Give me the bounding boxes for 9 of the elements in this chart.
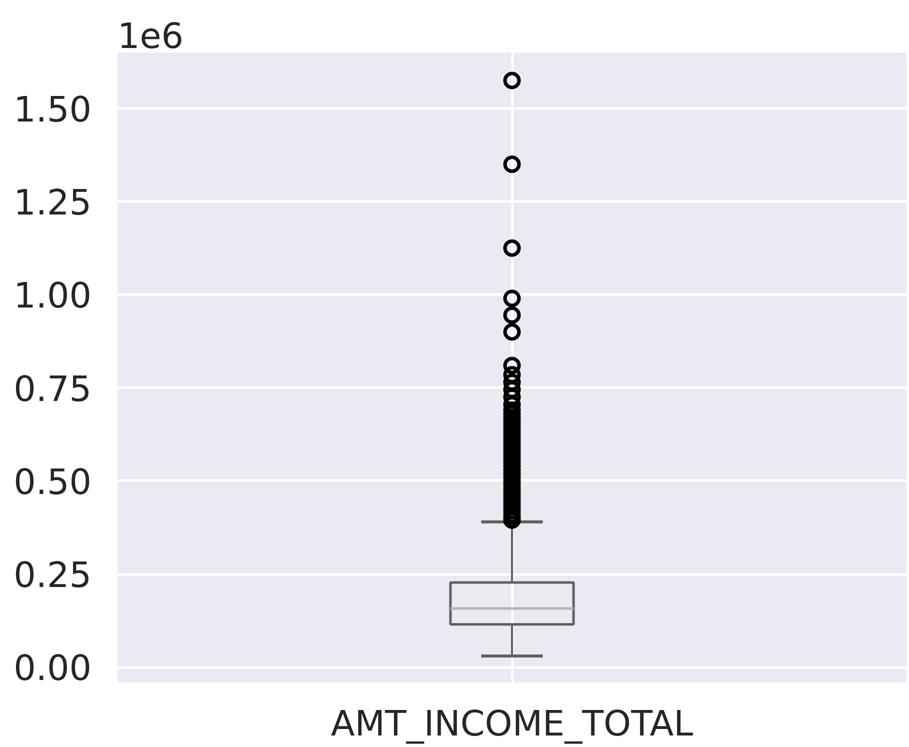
x-tick-label: AMT_INCOME_TOTAL (330, 704, 694, 744)
y-tick-label: 1.00 (14, 276, 92, 317)
y-tick-label: 1.50 (14, 90, 92, 130)
y-tick-label: 0.50 (14, 462, 92, 503)
y-tick-label: 1.25 (14, 184, 92, 224)
y-tick-label: 0.75 (14, 370, 92, 410)
y-tick-label: 0.00 (14, 649, 92, 690)
annotation: 1e6 (118, 17, 184, 57)
y-tick-label: 0.25 (14, 556, 92, 596)
